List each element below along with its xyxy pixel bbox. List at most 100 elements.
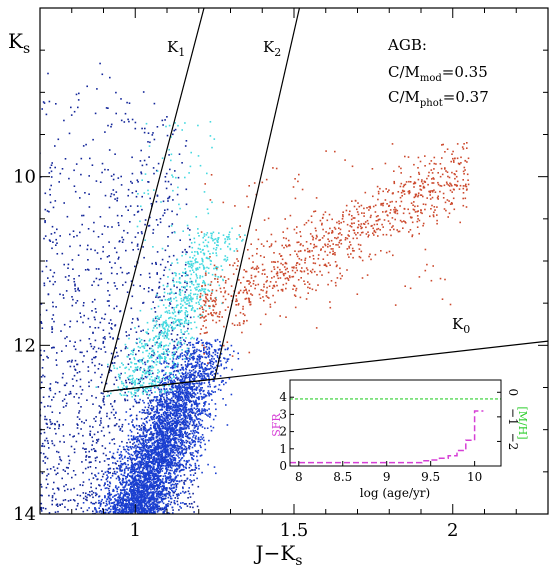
scatter-point-main <box>219 375 222 377</box>
scatter-point-main <box>123 469 126 472</box>
scatter-point-main <box>192 355 194 358</box>
scatter-point-main <box>123 491 126 494</box>
scatter-point-main <box>169 481 171 484</box>
scatter-point-main <box>154 460 157 462</box>
scatter-point-foreground <box>64 489 66 492</box>
scatter-point-main <box>183 416 186 418</box>
scatter-point-main <box>137 496 139 499</box>
scatter-point-main <box>129 483 132 485</box>
scatter-point-main <box>129 457 132 459</box>
scatter-point-main <box>189 417 192 419</box>
scatter-point-foreground <box>129 381 131 384</box>
scatter-point-main <box>213 466 216 468</box>
scatter-point-main <box>213 376 215 378</box>
scatter-point-main <box>211 371 213 373</box>
scatter-point-main <box>204 395 207 398</box>
scatter-point-main <box>196 459 199 462</box>
scatter-point-foreground <box>129 408 131 410</box>
scatter-point-main <box>121 502 124 505</box>
scatter-point-foreground <box>118 425 120 428</box>
scatter-point-foreground <box>36 77 38 79</box>
scatter-point-foreground <box>104 131 106 133</box>
scatter-point-main <box>138 475 140 478</box>
scatter-point-main <box>223 357 225 359</box>
scatter-point-foreground <box>124 281 127 284</box>
scatter-point-main <box>213 380 215 382</box>
scatter-point-main <box>151 380 154 382</box>
scatter-point-main <box>181 436 184 438</box>
scatter-point-foreground <box>127 194 129 197</box>
scatter-point-main <box>195 431 198 433</box>
scatter-point-foreground <box>130 328 132 330</box>
scatter-point-main <box>184 355 187 357</box>
scatter-point-foreground <box>51 347 53 349</box>
scatter-point-foreground <box>109 336 112 338</box>
scatter-point-main <box>189 344 192 346</box>
scatter-point-main <box>201 410 203 412</box>
scatter-point-foreground <box>136 369 139 371</box>
scatter-point-main <box>174 363 176 365</box>
scatter-point-foreground <box>78 371 81 373</box>
scatter-point-foreground <box>100 257 102 260</box>
scatter-point-main <box>147 508 150 511</box>
scatter-point-foreground <box>45 113 48 116</box>
scatter-point-main <box>188 386 191 388</box>
scatter-point-main <box>160 493 163 496</box>
scatter-point-main <box>178 392 180 395</box>
scatter-point-main <box>227 358 230 360</box>
scatter-point-main <box>188 382 190 384</box>
scatter-point-foreground <box>63 398 66 401</box>
scatter-point-main <box>141 458 143 461</box>
scatter-point-main <box>174 381 176 383</box>
scatter-point-foreground <box>108 300 110 302</box>
scatter-point-main <box>138 474 141 477</box>
scatter-point-main <box>168 427 171 429</box>
scatter-point-main <box>129 471 131 474</box>
scatter-point-foreground <box>61 252 64 255</box>
scatter-point-main <box>194 436 197 439</box>
scatter-point-main <box>127 452 129 454</box>
scatter-point-foreground <box>54 469 56 472</box>
scatter-point-foreground <box>40 322 43 324</box>
scatter-point-main <box>131 489 133 491</box>
scatter-point-foreground <box>44 235 47 237</box>
scatter-point-foreground <box>37 239 39 241</box>
scatter-point-main <box>163 382 166 384</box>
scatter-point-main <box>116 502 119 505</box>
scatter-point-main <box>142 399 144 402</box>
scatter-point-foreground <box>171 272 174 275</box>
scatter-point-foreground <box>86 509 89 512</box>
scatter-point-main <box>170 438 173 440</box>
scatter-point-main <box>141 483 143 485</box>
scatter-point-main <box>160 431 163 433</box>
scatter-point-foreground <box>88 456 90 458</box>
scatter-point-main <box>188 400 190 402</box>
scatter-point-main <box>119 505 122 507</box>
scatter-point-foreground <box>97 236 100 238</box>
scatter-point-main <box>177 461 179 464</box>
scatter-point-main <box>165 435 167 437</box>
scatter-point-main <box>180 438 182 440</box>
scatter-point-foreground <box>56 467 59 470</box>
scatter-point-foreground <box>176 213 178 216</box>
scatter-point-foreground <box>49 421 52 423</box>
scatter-point-main <box>150 474 152 477</box>
scatter-point-main <box>149 484 151 486</box>
scatter-point-foreground <box>153 102 156 105</box>
scatter-point-main <box>169 420 172 423</box>
scatter-point-foreground <box>94 449 97 452</box>
scatter-point-foreground <box>69 365 72 368</box>
scatter-point-main <box>121 483 123 486</box>
scatter-point-foreground <box>177 497 179 500</box>
scatter-point-main <box>171 483 174 486</box>
scatter-point-main <box>174 346 176 348</box>
scatter-point-main <box>162 485 164 488</box>
scatter-point-foreground <box>182 464 184 467</box>
scatter-point-foreground <box>192 506 194 509</box>
scatter-point-main <box>193 371 195 374</box>
scatter-point-main <box>109 451 111 453</box>
scatter-point-main <box>138 452 141 454</box>
scatter-point-main <box>165 399 168 401</box>
scatter-point-main <box>182 380 185 382</box>
scatter-point-main <box>183 410 185 413</box>
